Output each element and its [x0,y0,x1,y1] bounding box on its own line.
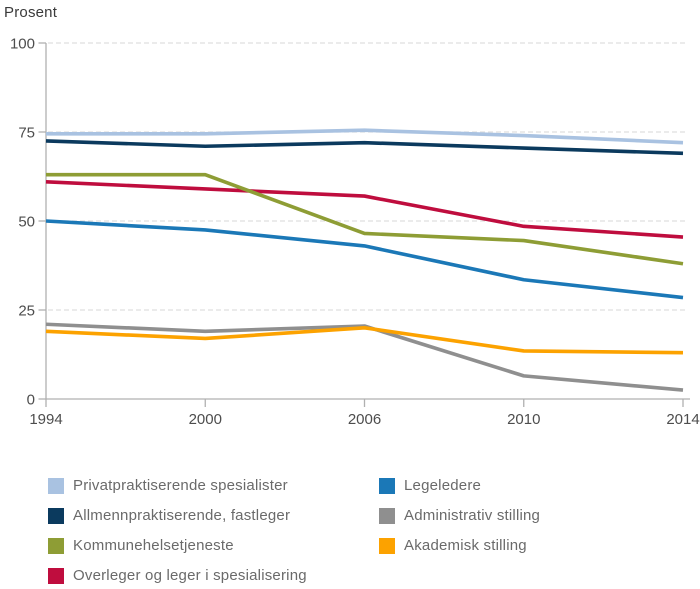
legend-label: Akademisk stilling [404,537,527,554]
legend-item: Administrativ stilling [379,507,540,524]
y-tick-label: 100 [10,36,35,53]
y-axis-unit-label: Prosent [4,4,58,21]
legend-label: Privatpraktiserende spesialister [73,477,288,494]
line-chart-plot: 0 25 50 75 100 1994 2000 2006 2010 2014 [10,36,700,429]
legend-swatch [48,567,64,584]
x-tick-label: 2014 [666,411,699,428]
legend-label: Allmennpraktiserende, fastleger [73,507,291,524]
legend-label: Administrativ stilling [404,507,541,524]
legend-item: Kommunehelsetjeneste [48,537,307,554]
x-tick-label: 1994 [29,411,62,428]
legend-column-left: Privatpraktiserende spesialister Allmennp… [48,477,307,589]
x-tick-label: 2006 [348,411,381,428]
series-line-4 [45,180,684,239]
series-line-5 [45,219,684,300]
legend-swatch [379,537,395,554]
legend-swatch [48,537,64,554]
series-line-7 [45,325,684,355]
legend-item: Akademisk stilling [379,537,540,554]
legend-label: Kommunehelsetjeneste [73,537,234,554]
y-tick-label: 0 [27,392,35,409]
legend-swatch [379,477,395,494]
legend-swatch [379,507,395,524]
legend-item: Allmennpraktiserende, fastleger [48,507,307,524]
y-tick-label: 50 [18,214,35,231]
legend-item: Privatpraktiserende spesialister [48,477,307,494]
legend-item: Legeledere [379,477,540,494]
legend-item: Overleger og leger i spesialisering [48,567,307,584]
legend-swatch [48,507,64,524]
x-tick-label: 2000 [189,411,222,428]
legend-column-right: Legeledere Administrativ stilling Akademis… [379,477,540,567]
legend-label: Overleger og leger i spesialisering [73,567,307,584]
y-tick-label: 25 [18,303,35,320]
legend-swatch [48,477,64,494]
series-line-2 [45,139,684,156]
series-line-3 [46,172,684,266]
legend-label: Legeledere [404,477,482,494]
series-line-1 [46,128,684,145]
x-tick-label: 2010 [507,411,540,428]
y-tick-label: 75 [18,125,35,142]
